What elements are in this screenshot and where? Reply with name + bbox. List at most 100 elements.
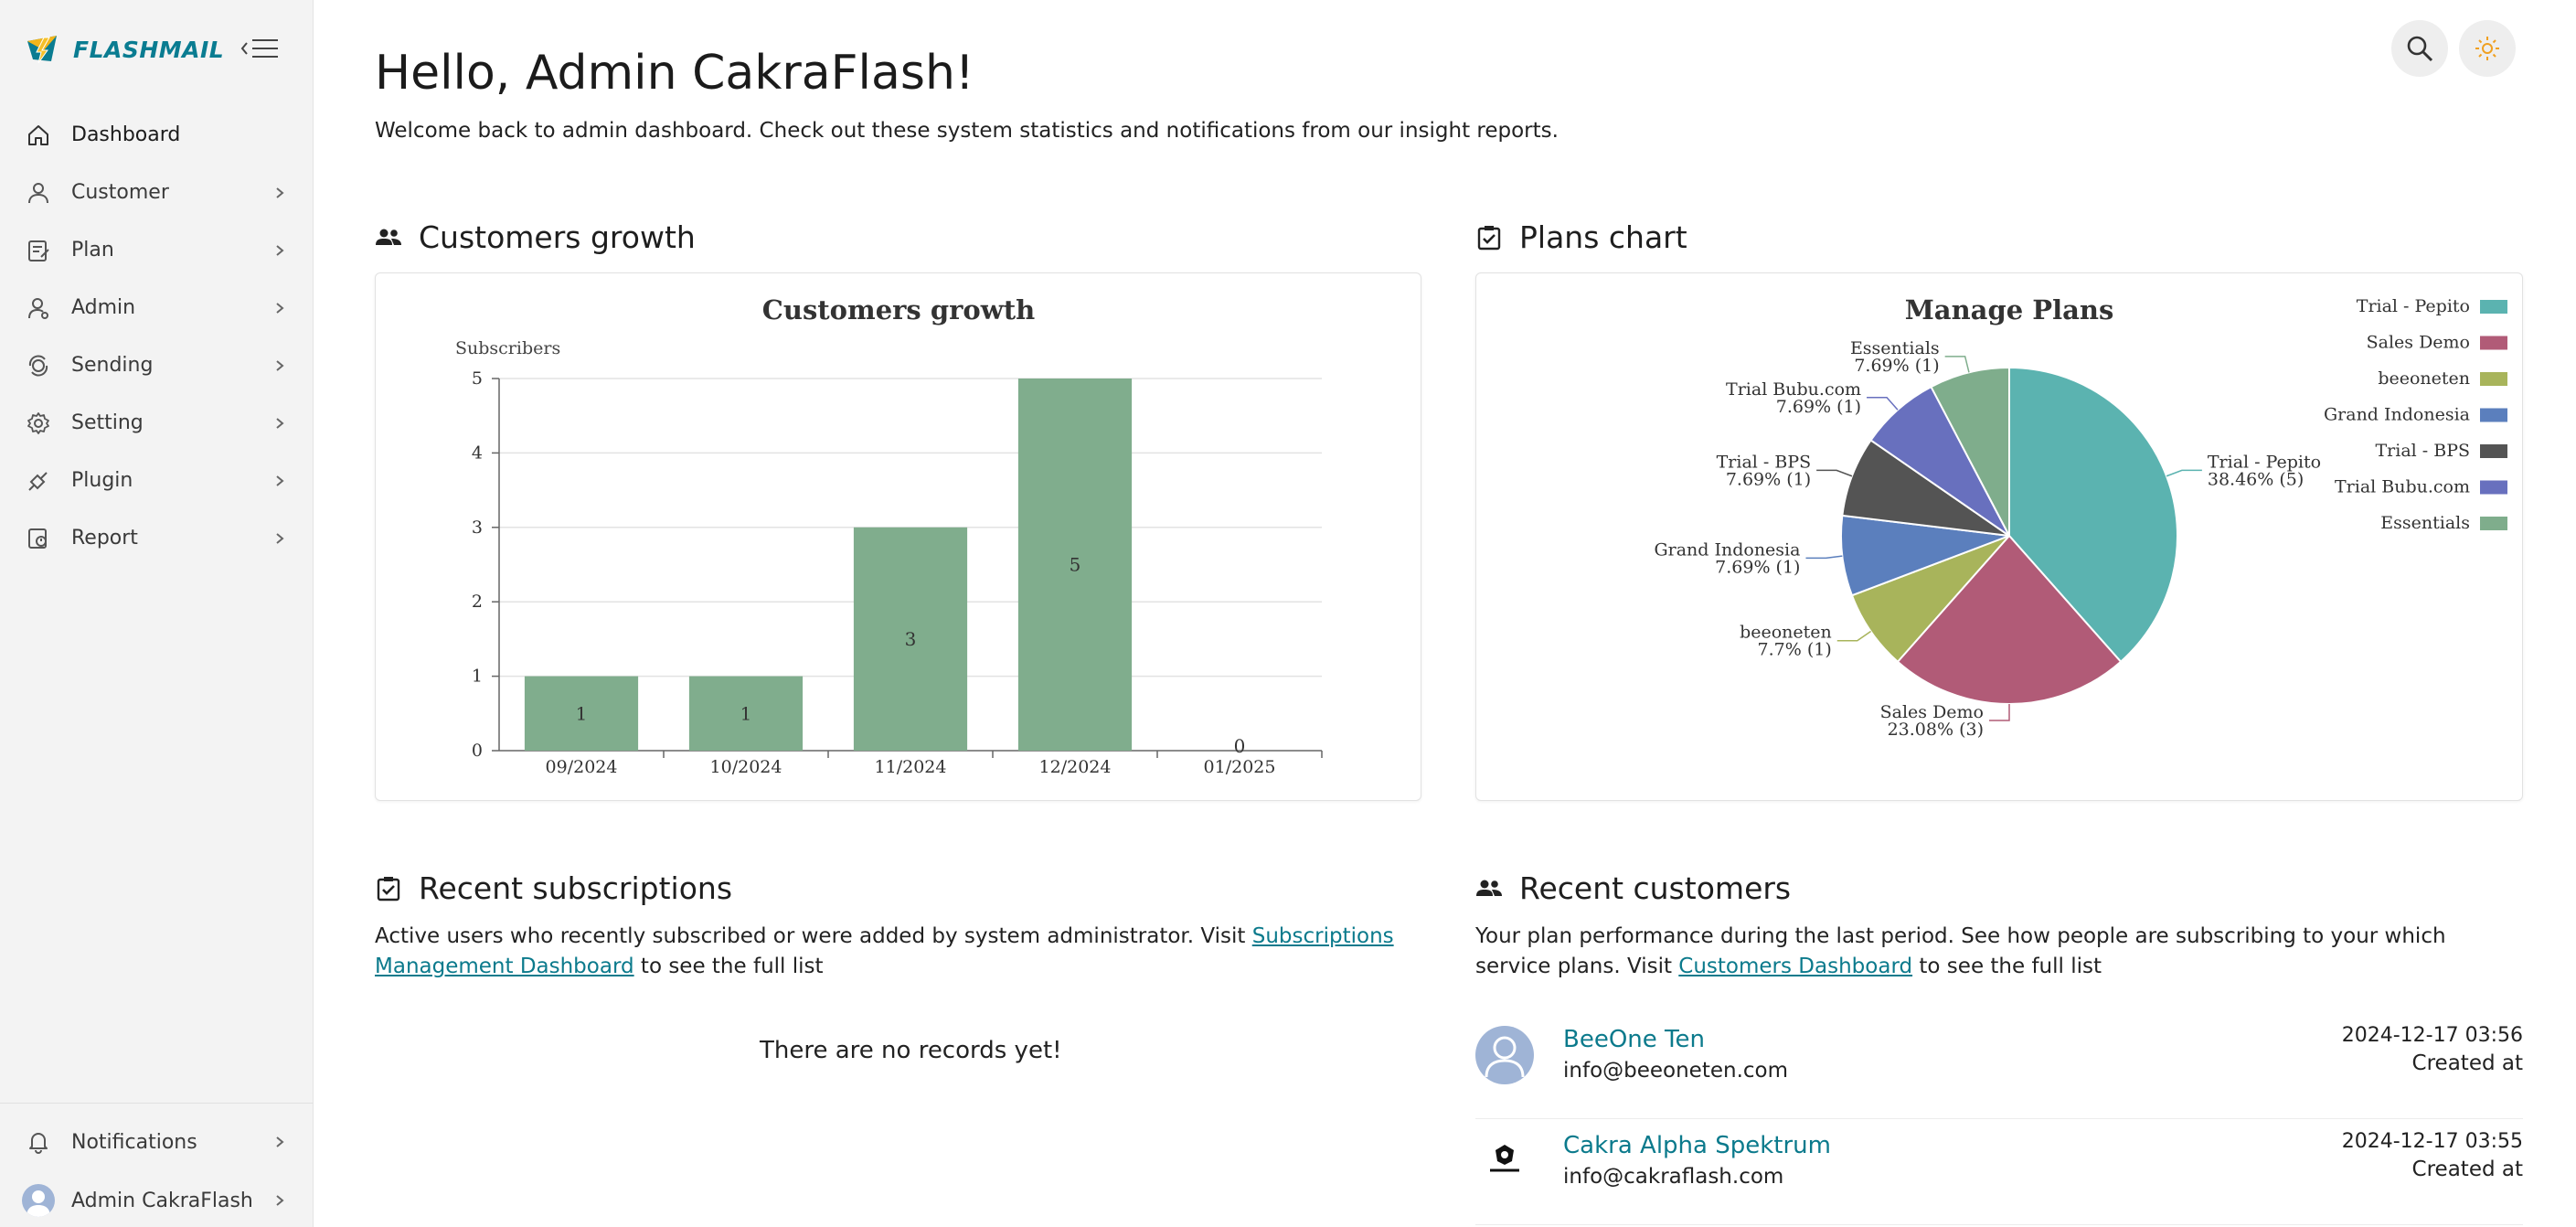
recent-customers-heading: Recent customers: [1475, 870, 1791, 906]
pie-slice-label: 23.08% (3): [1888, 720, 1984, 740]
chevron-right-icon: [273, 302, 286, 315]
bar-value-label: 1: [740, 702, 752, 724]
sidebar-item-label: Dashboard: [71, 123, 181, 146]
customer-name[interactable]: BeeOne Ten: [1563, 1026, 1705, 1053]
bar: [688, 676, 804, 751]
subscriptions-dashboard-link[interactable]: Subscriptions Management Dashboard: [375, 924, 1394, 978]
legend-swatch: [2480, 517, 2507, 530]
checklist-icon: [1475, 224, 1503, 251]
customers-dashboard-link[interactable]: Customers Dashboard: [1678, 955, 1913, 978]
customer-email: info@cakraflash.com: [1563, 1165, 1784, 1189]
list-item[interactable]: BeeOne Ten info@beeoneten.com 2024-12-17…: [1475, 1013, 2523, 1119]
pie-slice-label: 7.69% (1): [1715, 557, 1800, 577]
created-label: Created at: [2411, 1051, 2523, 1075]
customers-growth-chart: Customers growth Subscribers 0 1 2 3 4 5 1 09/202…: [455, 294, 1323, 777]
y-tick-label: 3: [472, 517, 483, 538]
pie-slice-label: 38.46% (5): [2208, 469, 2304, 489]
customers-description: Your plan performance during the last pe…: [1475, 922, 2523, 982]
description-text: Active users who recently subscribed or …: [375, 924, 1252, 948]
pie-leader-line: [1989, 704, 2010, 721]
welcome-text: Welcome back to admin dashboard. Check o…: [375, 119, 1559, 143]
subscriptions-description: Active users who recently subscribed or …: [375, 922, 1421, 982]
x-tick-label: 12/2024: [1039, 757, 1112, 777]
sidebar-item-label: Plan: [71, 239, 114, 261]
recent-subscriptions-heading: Recent subscriptions: [375, 870, 732, 906]
legend-swatch: [2480, 372, 2507, 386]
chart-title: Customers growth: [762, 294, 1035, 325]
sidebar-item-label: Admin: [71, 296, 136, 319]
list-item[interactable]: Cakra Alpha Spektrum info@cakraflash.com…: [1475, 1119, 2523, 1225]
section-title: Plans chart: [1519, 219, 1687, 255]
sidebar-item-notifications[interactable]: Notifications: [0, 1113, 314, 1171]
sidebar-item-plan[interactable]: Plan: [0, 221, 314, 279]
admin-icon: [26, 295, 51, 321]
theme-toggle-button[interactable]: [2459, 20, 2516, 77]
pie-slice-name: beeoneten: [1740, 623, 1832, 643]
pie-slice-name: Grand Indonesia: [1654, 539, 1800, 560]
pie-slice: [1930, 366, 2010, 537]
description-text: to see the full list: [633, 955, 824, 978]
y-tick-label: 0: [472, 741, 483, 761]
sending-icon: [26, 353, 51, 379]
y-axis-label: Subscribers: [455, 338, 560, 358]
sidebar-item-account[interactable]: Admin CakraFlash: [0, 1171, 314, 1227]
users-icon: [1475, 875, 1503, 902]
sidebar-item-label: Setting: [71, 411, 144, 434]
pie-slice-name: Sales Demo: [1880, 702, 1984, 722]
pie-leader-line: [1805, 555, 1843, 560]
x-tick-label: 10/2024: [710, 757, 782, 777]
bell-icon: [26, 1129, 51, 1155]
clipboard-icon: [26, 238, 51, 263]
report-icon: [26, 526, 51, 551]
sidebar-nav: Dashboard Customer Plan Admin: [0, 106, 314, 567]
customer-email: info@beeoneten.com: [1563, 1059, 1789, 1083]
sidebar-footer: Notifications Admin CakraFlash: [0, 1103, 314, 1227]
sidebar-item-sending[interactable]: Sending: [0, 336, 314, 394]
sidebar-item-admin[interactable]: Admin: [0, 279, 314, 336]
sidebar: FLASHMAIL Dashboard Customer P: [0, 0, 314, 1227]
sidebar-item-label: Admin CakraFlash: [71, 1189, 253, 1212]
flashmail-logo-icon: [27, 36, 57, 64]
sidebar-item-label: Report: [71, 527, 138, 549]
search-button[interactable]: [2391, 20, 2448, 77]
legend-swatch: [2480, 444, 2507, 458]
y-tick-label: 5: [472, 368, 483, 389]
pie-slice-label: 7.7% (1): [1758, 640, 1832, 660]
pie-slice-name: Trial - Pepito: [2208, 452, 2321, 472]
x-tick-label: 11/2024: [875, 757, 947, 777]
search-icon: [2407, 36, 2433, 62]
legend-label: Trial - BPS: [2376, 441, 2471, 461]
pie-leader-line: [1836, 630, 1871, 642]
sun-icon: [2475, 37, 2499, 60]
brand-logo[interactable]: FLASHMAIL: [26, 31, 224, 68]
legend-swatch: [2480, 408, 2507, 422]
sidebar-item-label: Sending: [71, 354, 154, 377]
created-label: Created at: [2411, 1158, 2523, 1181]
bar-value-label: 3: [905, 628, 917, 650]
created-date: 2024-12-17 03:55: [2341, 1130, 2523, 1153]
chevron-right-icon: [273, 244, 286, 257]
bar: [853, 527, 968, 751]
sidebar-item-plugin[interactable]: Plugin: [0, 452, 314, 509]
sidebar-item-setting[interactable]: Setting: [0, 394, 314, 452]
empty-state-text: There are no records yet!: [760, 1037, 1062, 1064]
pie-leader-line: [1816, 469, 1853, 477]
sidebar-item-report[interactable]: Report: [0, 509, 314, 567]
sidebar-item-customer[interactable]: Customer: [0, 164, 314, 221]
pie-leader-line: [1867, 397, 1899, 411]
gear-icon: [26, 411, 51, 436]
legend-label: Trial - Pepito: [2357, 296, 2470, 316]
pie-slice-label: 7.69% (1): [1854, 356, 1939, 376]
legend-swatch: [2480, 336, 2507, 350]
customers-growth-card: Customers growth Subscribers 0 1 2 3 4 5 1 09/202…: [375, 272, 1421, 801]
brand-name: FLASHMAIL: [73, 36, 225, 63]
sidebar-item-dashboard[interactable]: Dashboard: [0, 106, 314, 164]
plans-chart-heading: Plans chart: [1475, 219, 1687, 255]
bar-value-label: 0: [1234, 735, 1246, 757]
customer-name[interactable]: Cakra Alpha Spektrum: [1563, 1132, 1831, 1159]
home-icon: [26, 123, 51, 148]
collapse-sidebar-icon[interactable]: [240, 35, 280, 62]
bar-value-label: 5: [1070, 554, 1081, 576]
legend-label: beeoneten: [2378, 368, 2470, 389]
